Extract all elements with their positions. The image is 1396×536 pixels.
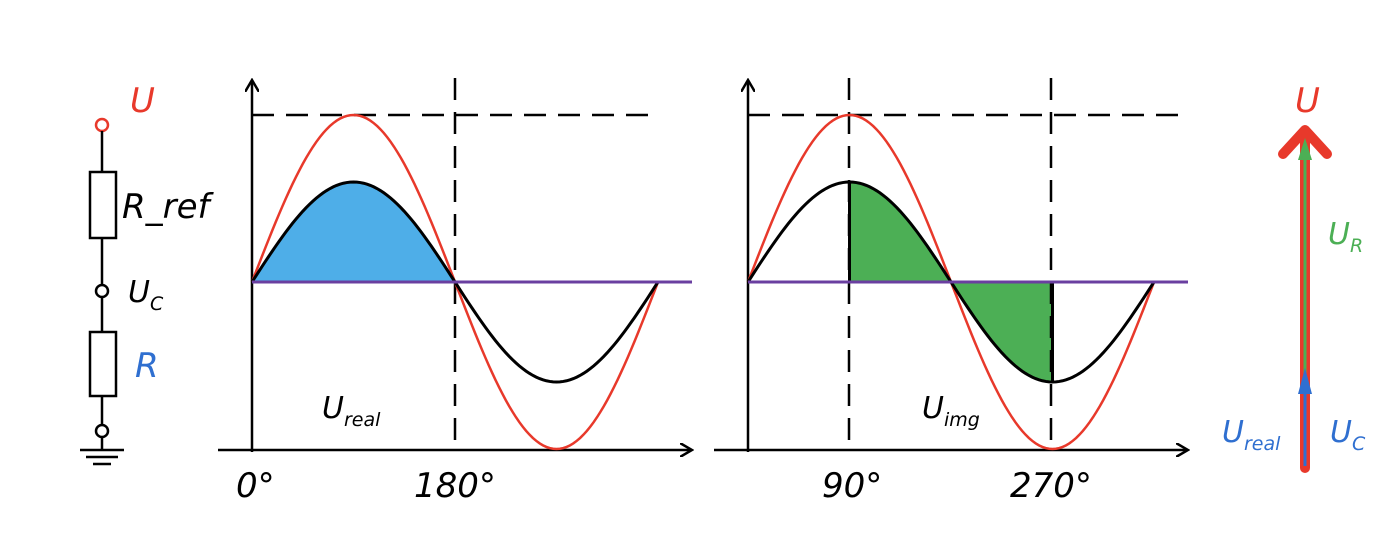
ground-terminal [94, 423, 110, 439]
phasor-u-arrowhead [1278, 125, 1332, 159]
tick-0-label: 0° [236, 466, 275, 506]
resistor-r-ref [88, 170, 118, 240]
phasor-ur-arrowhead [1298, 138, 1312, 160]
phasor-ureal-label: Ureal [1222, 415, 1281, 455]
phasor-diagram: U UR Ureal UC [1222, 81, 1366, 473]
ground-icon [80, 448, 124, 466]
left-plot: Ureal 0° 180° [218, 78, 692, 506]
circuit-uc-label: UC [128, 275, 164, 315]
uc-terminal [94, 283, 110, 299]
circuit-u-label: U [130, 81, 155, 121]
phasor-ur-label: UR [1328, 217, 1363, 257]
tick-270-label: 270° [1010, 466, 1092, 506]
tick-180-label: 180° [414, 466, 496, 506]
r-ref-label: R_ref [122, 187, 215, 227]
input-terminal [94, 117, 110, 133]
tick-90-label: 90° [822, 466, 882, 506]
phasor-uc-label: UC [1330, 415, 1366, 455]
right-plot: Uimg 90° 270° [714, 78, 1190, 506]
phasor-u-label: U [1295, 81, 1320, 121]
circuit: U R_ref UC R [80, 81, 215, 466]
r-label: R [135, 346, 159, 386]
resistor-r [88, 330, 118, 398]
real-area-fill [252, 182, 455, 282]
u-real-label: Ureal [322, 391, 381, 431]
phasor-uc-arrowhead [1298, 368, 1312, 394]
u-img-label: Uimg [922, 391, 980, 431]
